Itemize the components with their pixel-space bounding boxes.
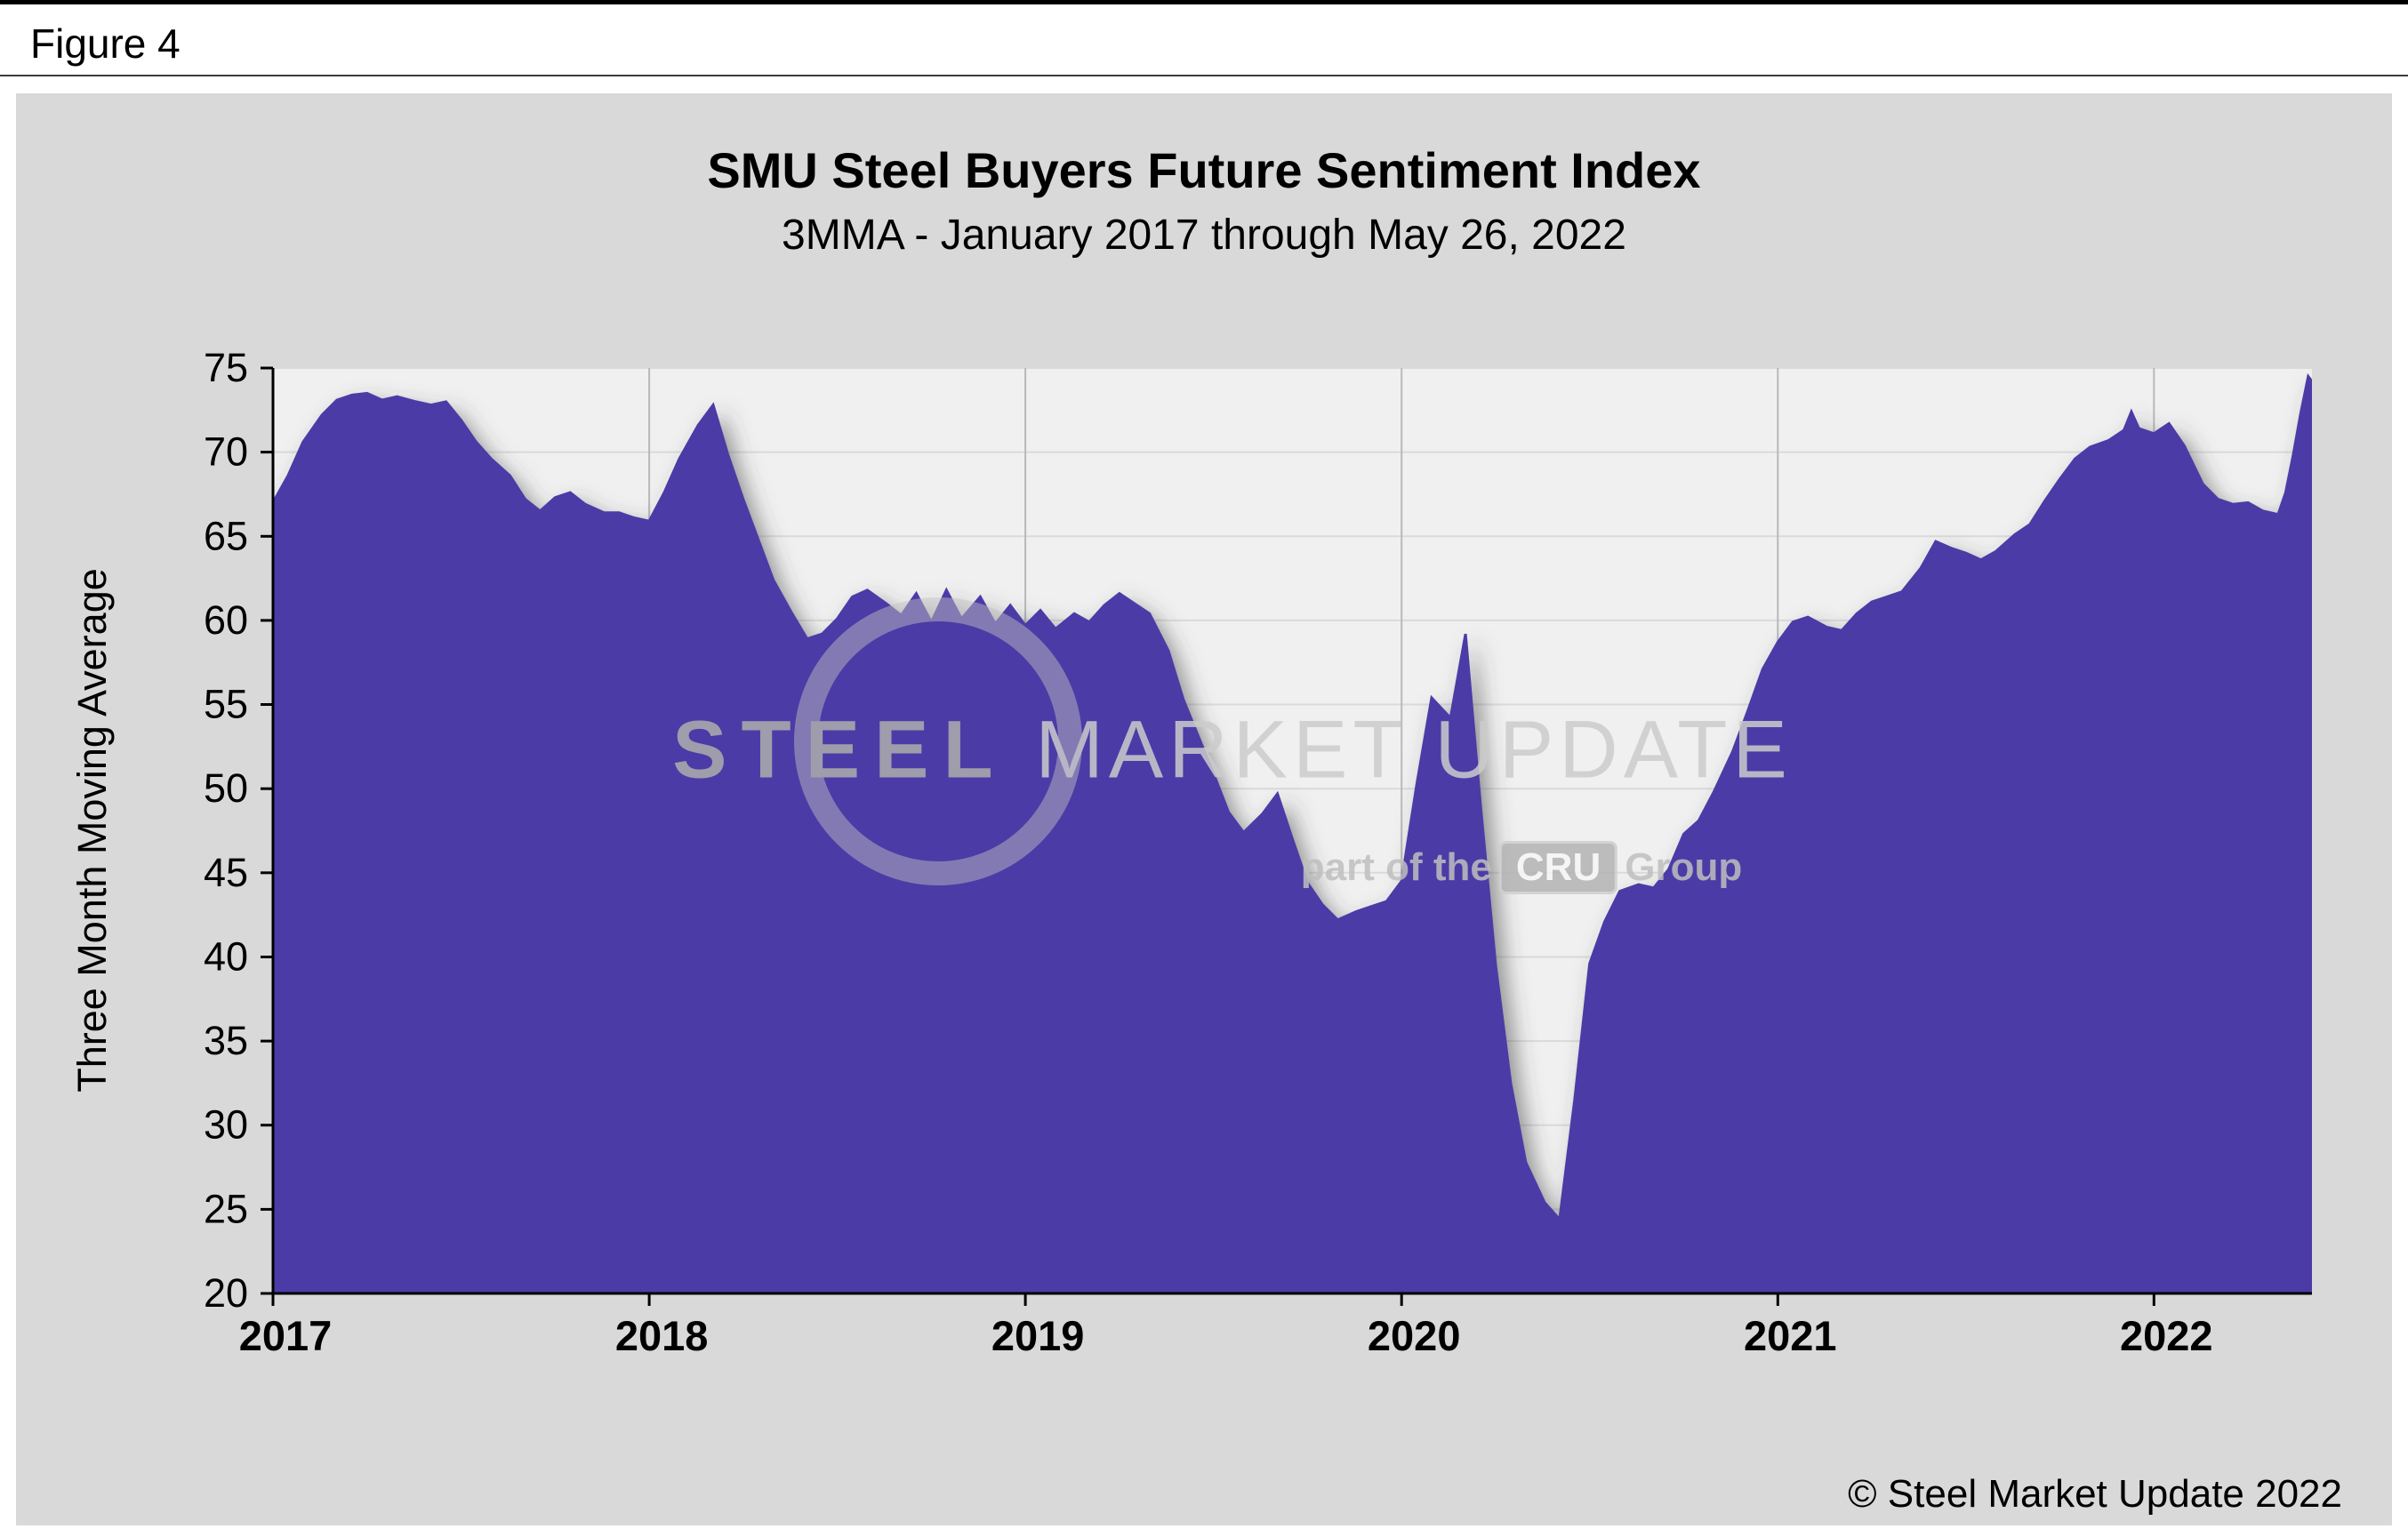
plot-area: 20 25 30 35 40 45 50 55 60 65 70 75 2017 2018 2019 2020… bbox=[204, 345, 2312, 1359]
y-tick-label: 55 bbox=[204, 682, 248, 727]
sentiment-area-series bbox=[273, 372, 2312, 1293]
x-tick-label: 2020 bbox=[1368, 1312, 1461, 1359]
chart-panel: SMU Steel Buyers Future Sentiment Index … bbox=[16, 93, 2392, 1525]
y-tick-label: 40 bbox=[204, 934, 248, 980]
chart-subtitle: 3MMA - January 2017 through May 26, 2022 bbox=[782, 212, 1626, 259]
x-tick-label: 2019 bbox=[991, 1312, 1085, 1359]
y-tick-label: 70 bbox=[204, 429, 248, 475]
figure-label: Figure 4 bbox=[30, 20, 181, 67]
x-tick-label: 2018 bbox=[615, 1312, 709, 1359]
y-axis-title: Three Month Moving Average bbox=[69, 568, 115, 1093]
y-tick-label: 20 bbox=[204, 1270, 248, 1316]
x-tick-label: 2022 bbox=[2120, 1312, 2213, 1359]
x-tick-label: 2021 bbox=[1744, 1312, 1837, 1359]
chart-title: SMU Steel Buyers Future Sentiment Index bbox=[707, 142, 1701, 198]
figure-header: Figure 4 bbox=[0, 9, 2408, 76]
y-tick-label: 75 bbox=[204, 345, 248, 390]
x-tick-label: 2017 bbox=[239, 1312, 333, 1359]
y-tick-label: 25 bbox=[204, 1186, 248, 1231]
y-tick-label: 60 bbox=[204, 597, 248, 643]
copyright-text: © Steel Market Update 2022 bbox=[1848, 1472, 2342, 1516]
y-tick-label: 65 bbox=[204, 513, 248, 558]
y-tick-label: 50 bbox=[204, 765, 248, 811]
plot-svg: 20 25 30 35 40 45 50 55 60 65 70 75 2017 2018 2019 2020… bbox=[204, 345, 2312, 1359]
y-tick-label: 30 bbox=[204, 1102, 248, 1148]
y-tick-label: 35 bbox=[204, 1018, 248, 1063]
y-tick-label: 45 bbox=[204, 850, 248, 895]
